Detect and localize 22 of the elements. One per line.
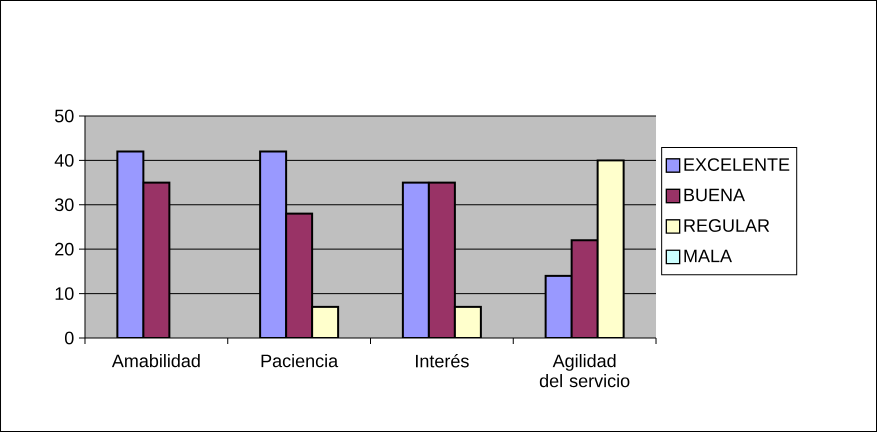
y-tick-label: 0 [64, 332, 74, 344]
legend-label: REGULAR [684, 219, 770, 232]
x-tick-label: Amabilidad [112, 354, 200, 368]
y-tick-label: 20 [55, 242, 74, 256]
y-tick-label: 30 [54, 198, 74, 212]
y-tick-label: 50 [54, 110, 74, 122]
bar [402, 182, 430, 338]
x-tick-label: Agilidad del servicio [540, 354, 630, 388]
y-tick-label: 40 [54, 154, 74, 167]
legend-label: MALA [684, 250, 732, 262]
bar [142, 182, 170, 338]
bar [116, 150, 144, 338]
x-tick-label: Paciencia [262, 354, 338, 368]
bar [570, 239, 599, 338]
x-tick-label: Interés [416, 354, 469, 368]
bar [285, 212, 314, 338]
legend-label: EXCELENTE [684, 158, 790, 171]
bar [259, 150, 288, 338]
bar [428, 182, 456, 338]
legend-label: BUENA [684, 188, 745, 202]
y-tick-label: 10 [56, 287, 74, 300]
bar [596, 159, 625, 338]
